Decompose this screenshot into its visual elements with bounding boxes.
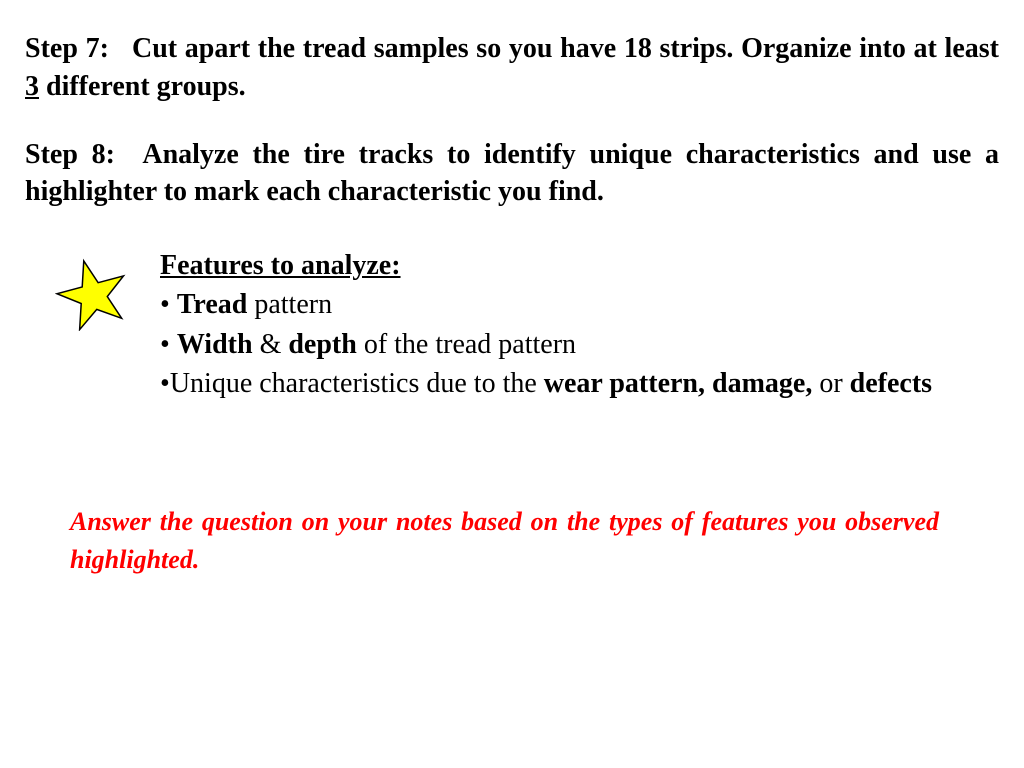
feature-item-2: • Width & depth of the tread pattern — [160, 325, 999, 364]
feature3-start: Unique characteristics due to the — [170, 368, 544, 399]
step-7-text: Step 7: Cut apart the tread samples so y… — [25, 30, 999, 106]
step-7-part1: Cut apart the tread samples so you have … — [132, 33, 999, 64]
step-8-label: Step 8: — [25, 139, 115, 170]
feature3-bold1: wear pattern, damage, — [544, 368, 813, 399]
step-7-number: 3 — [25, 71, 39, 102]
feature1-rest: pattern — [247, 289, 332, 320]
feature-item-1: • Tread pattern — [160, 285, 999, 324]
features-section: Features to analyze: • Tread pattern • W… — [55, 246, 999, 403]
step-8-content: Analyze the tire tracks to identify uniq… — [25, 139, 999, 208]
features-heading: Features to analyze: — [160, 246, 999, 285]
feature3-bold2: defects — [850, 368, 932, 399]
feature2-amp: & — [253, 329, 289, 360]
instruction-text: Answer the question on your notes based … — [70, 503, 939, 578]
star-icon — [55, 256, 135, 336]
features-content: Features to analyze: • Tread pattern • W… — [160, 246, 999, 403]
feature-item-3: •Unique characteristics due to the wear … — [160, 364, 999, 403]
step-7-part2: different groups. — [39, 71, 246, 102]
feature2-rest: of the tread pattern — [357, 329, 576, 360]
feature2-bold1: Width — [177, 329, 253, 360]
feature2-bold2: depth — [288, 329, 356, 360]
step-7-label: Step 7: — [25, 33, 109, 64]
step-8-text: Step 8: Analyze the tire tracks to ident… — [25, 136, 999, 212]
feature3-mid: or — [812, 368, 849, 399]
feature1-bold: Tread — [177, 289, 248, 320]
